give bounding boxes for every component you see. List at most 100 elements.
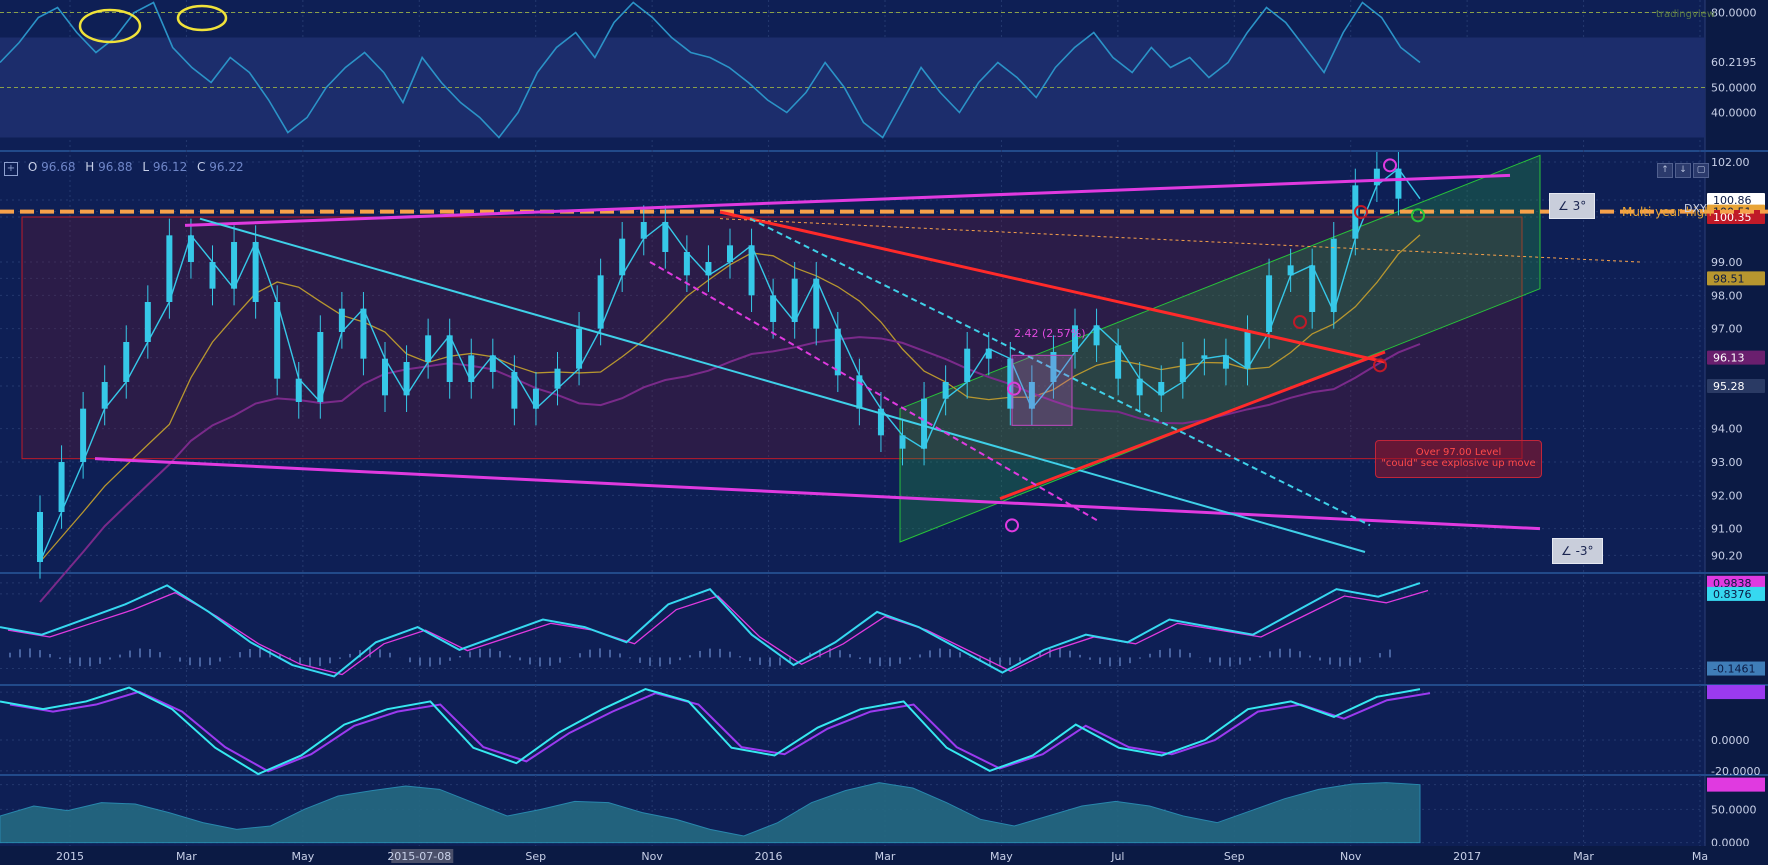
- rsi-band: [0, 37, 1705, 138]
- callout-line-1: Over 97.00 Level: [1415, 447, 1502, 458]
- date-tick-label: 2017: [1453, 850, 1481, 863]
- ohlc-h-value: 96.88: [98, 160, 133, 174]
- trendline-cyan-dashed: [749, 217, 1371, 527]
- candle-body: [554, 368, 561, 389]
- candle-body: [425, 335, 432, 362]
- candle-body: [1222, 355, 1229, 369]
- candle-body: [338, 308, 345, 332]
- wave-marker-3: [1354, 205, 1368, 219]
- price-label: 98.51: [1713, 272, 1745, 285]
- candle-body: [187, 235, 194, 262]
- stoch-d-line: [9, 690, 1431, 773]
- macd-tick-label: -0.1461: [1713, 663, 1755, 676]
- candle-body: [640, 222, 647, 239]
- candle-body: [619, 238, 626, 276]
- y-tick-label: -20.0000: [1711, 765, 1760, 778]
- ma-long: [39, 336, 1421, 603]
- y-tick-label: 102.00: [1711, 156, 1750, 169]
- candle-body: [123, 342, 130, 382]
- ohlc-c-value: 96.22: [209, 160, 244, 174]
- candle-body: [252, 242, 259, 302]
- candle-body: [683, 252, 690, 276]
- wave-marker-2: [1007, 381, 1021, 396]
- candle-body: [80, 408, 87, 462]
- macd-signal-line: [7, 589, 1429, 676]
- trendline-red-support: [999, 350, 1386, 501]
- date-tick-label: May: [291, 850, 314, 863]
- candle-body: [1179, 358, 1186, 382]
- y-tick-label: 99.00: [1711, 256, 1743, 269]
- callout-line-2: "could" see explosive up move: [1381, 458, 1536, 469]
- candle-body: [209, 262, 216, 289]
- ohlc-l-value: 96.12: [152, 160, 188, 174]
- candle-body: [1244, 332, 1251, 369]
- date-tick-label: Sep: [525, 850, 546, 863]
- candle-body: [1158, 382, 1165, 396]
- candle-body: [834, 328, 841, 376]
- y-tick-label: 60.2195: [1711, 56, 1757, 69]
- price-label-bg: [1707, 379, 1765, 393]
- move-down-icon[interactable]: ↓: [1675, 163, 1691, 178]
- candle-body: [705, 262, 712, 276]
- date-tick-label: Sep: [1224, 850, 1245, 863]
- date-tick-label: Nov: [1340, 850, 1362, 863]
- expand-icon[interactable]: +: [4, 162, 18, 176]
- candle-body: [576, 328, 583, 369]
- candle-body: [1115, 345, 1122, 379]
- candle-body: [231, 242, 238, 289]
- pane-3-bg: [0, 686, 1705, 774]
- candle-body: [144, 302, 151, 342]
- price-line: [39, 167, 1421, 563]
- price-label-bg: [1707, 193, 1765, 207]
- y-tick-label: 90.20: [1711, 549, 1743, 562]
- callout-note[interactable]: Over 97.00 Level "could" see explosive u…: [1375, 440, 1542, 478]
- date-tick-label: 2015-07-08: [387, 850, 451, 863]
- y-tick-label: 92.00: [1711, 489, 1743, 502]
- candle-body: [274, 302, 281, 379]
- price-label: 95.28: [1713, 380, 1745, 393]
- macd-line: [0, 582, 1421, 678]
- candle-body: [1028, 382, 1035, 409]
- y-tick-label: 40.0000: [1711, 107, 1757, 120]
- rsi-highlight-1: [78, 8, 142, 44]
- wave-marker-6: [1411, 208, 1425, 223]
- maximize-icon[interactable]: ▢: [1693, 163, 1709, 178]
- candle-body: [899, 435, 906, 449]
- ohlc-c-label: C: [197, 160, 206, 174]
- measure-box: [1011, 354, 1073, 426]
- date-tick-label: May: [990, 850, 1013, 863]
- price-label: 96.13: [1713, 352, 1745, 365]
- move-up-icon[interactable]: ↑: [1657, 163, 1673, 178]
- y-tick-label: 50.0000: [1711, 803, 1757, 816]
- y-tick-label: 93.00: [1711, 456, 1743, 469]
- candle-body: [360, 308, 367, 359]
- wave-marker-5: [1373, 358, 1387, 373]
- ohlc-o-value: 96.68: [41, 160, 76, 174]
- y-tick-label: 97.00: [1711, 323, 1743, 336]
- candle-body: [317, 332, 324, 402]
- price-label-bg: [1707, 271, 1765, 286]
- candle-body: [403, 362, 410, 396]
- candle-body: [532, 388, 539, 409]
- y-tick-label: 0.0000: [1711, 734, 1750, 747]
- date-tick-label: Nov: [641, 850, 663, 863]
- ohlc-o-label: O: [27, 160, 38, 174]
- trendline-bottom-magenta: [94, 457, 1541, 531]
- price-label: 100.86: [1713, 194, 1752, 207]
- vol-osc-area: [0, 782, 1421, 844]
- candle-body: [791, 278, 798, 322]
- date-tick-label: Ma: [1692, 850, 1708, 863]
- y-tick-label: 91.00: [1711, 523, 1743, 536]
- macd-label-bg: [1707, 575, 1765, 590]
- macd-label-bg: [1707, 586, 1765, 601]
- date-tick-label: Mar: [875, 850, 896, 863]
- date-highlight: [391, 849, 454, 863]
- trendline-cyan: [199, 217, 1366, 553]
- price-label: 100.35: [1713, 211, 1752, 224]
- candle-body: [1201, 355, 1208, 359]
- angle-label-down[interactable]: ∠ -3°: [1552, 538, 1603, 564]
- candle-body: [101, 382, 108, 409]
- angle-label-up[interactable]: ∠ 3°: [1549, 193, 1596, 219]
- candle-body: [1373, 168, 1380, 186]
